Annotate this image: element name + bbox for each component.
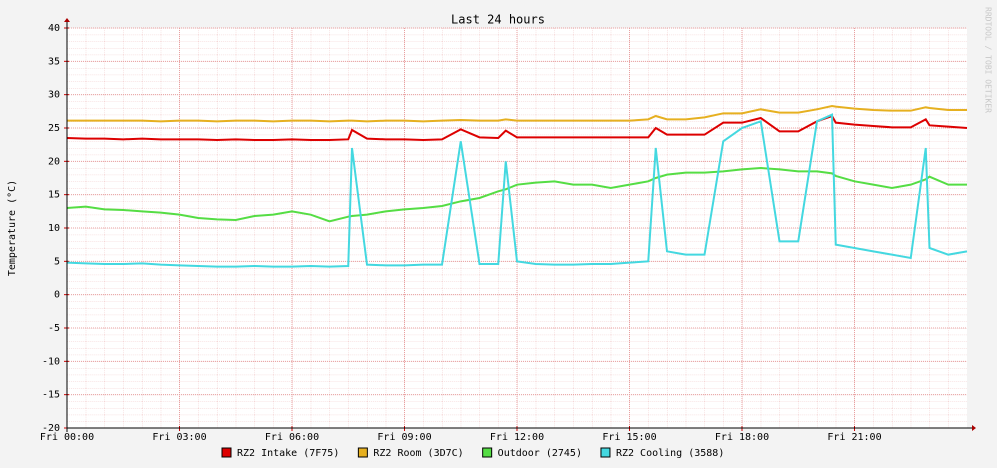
legend: RZ2 Intake (7F75) RZ2 Room (3D7C) Outdoor … <box>221 447 724 459</box>
y-tick-label: 0 <box>54 290 60 301</box>
legend-swatch <box>600 447 611 458</box>
y-tick-label: 10 <box>48 223 60 234</box>
series-line <box>66 166 967 223</box>
series-line <box>66 113 968 268</box>
x-tick-label: Fri 06:00 <box>265 432 319 443</box>
y-tick-label: 25 <box>48 123 60 134</box>
y-tick-label: -15 <box>42 390 60 401</box>
axes <box>64 18 976 432</box>
y-arrow <box>64 18 70 22</box>
x-tick-label: Fri 09:00 <box>377 432 431 443</box>
legend-label: RZ2 Intake (7F75) <box>237 448 339 459</box>
lines <box>66 104 968 268</box>
legend-swatch <box>221 447 232 458</box>
y-tick-label: -5 <box>48 323 60 334</box>
y-tick-label: 35 <box>48 56 60 67</box>
legend-label: Outdoor (2745) <box>498 448 582 459</box>
y-tick-label: -20 <box>42 423 60 434</box>
y-tick-label: 30 <box>48 90 60 101</box>
x-tick-label: Fri 03:00 <box>152 432 206 443</box>
y-axis-label: Temperature (°C) <box>7 180 18 276</box>
y-tick-label: 20 <box>48 156 60 167</box>
series-line <box>67 104 967 123</box>
y-tick-label: 40 <box>48 23 60 34</box>
y-tick-label: 15 <box>48 190 60 201</box>
y-tick-label: -10 <box>42 356 60 367</box>
legend-swatch <box>482 447 493 458</box>
x-tick-label: Fri 21:00 <box>827 432 881 443</box>
legend-swatch <box>357 447 368 458</box>
legend-label: RZ2 Cooling (3588) <box>616 448 724 459</box>
x-tick-label: Fri 00:00 <box>40 432 94 443</box>
x-tick-label: Fri 12:00 <box>490 432 544 443</box>
y-tick-label: 5 <box>54 256 60 267</box>
watermark: RRDTOOL / TOBI OETIKER <box>984 7 993 113</box>
x-tick-label: Fri 18:00 <box>715 432 769 443</box>
chart-title: Last 24 hours <box>451 13 545 27</box>
x-tick-label: Fri 15:00 <box>602 432 656 443</box>
x-arrow <box>972 425 976 431</box>
legend-label: RZ2 Room (3D7C) <box>373 448 463 459</box>
grid <box>64 27 967 431</box>
